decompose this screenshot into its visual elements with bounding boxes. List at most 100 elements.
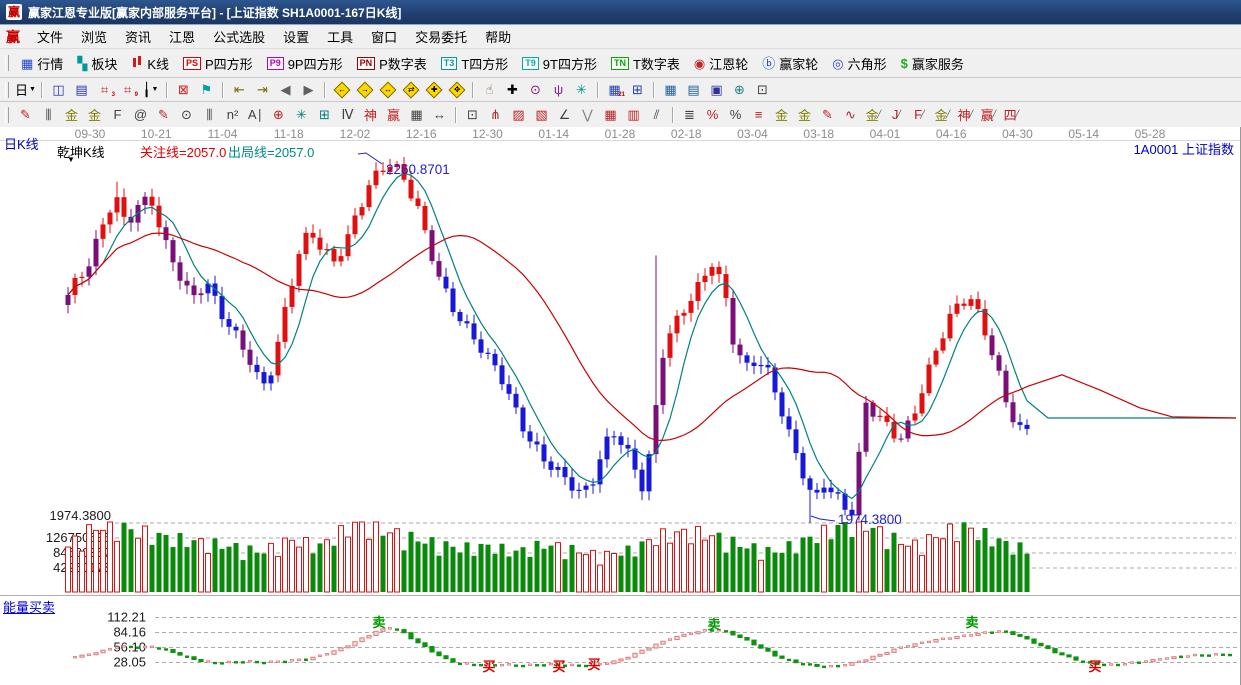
next-bar-button[interactable]: ▶ <box>297 80 320 99</box>
winner-service-button[interactable]: $ 赢家服务 <box>894 52 971 75</box>
drag-hand-button[interactable]: ☝ <box>478 80 501 99</box>
gold-box-tool[interactable]: 金 <box>83 105 106 124</box>
ruler-tool[interactable]: ▦ <box>405 105 428 124</box>
p-square-button[interactable]: PS P四方形 <box>176 52 260 75</box>
nine-line-chart-button[interactable]: ⌗ 9 <box>116 80 139 99</box>
percent-tool[interactable]: % <box>724 105 747 124</box>
wave-mark-tool[interactable]: Ⅳ <box>336 105 359 124</box>
gann-wheel-button[interactable]: ◉ 江恩轮 <box>687 52 755 75</box>
bar-count-tool[interactable]: ⫼ <box>198 105 221 124</box>
t-number-table-button[interactable]: TN T数字表 <box>604 52 687 75</box>
winner-wheel-button[interactable]: ⓑ 赢家轮 <box>755 52 825 75</box>
trend-angle-tool[interactable]: ∠ <box>553 105 576 124</box>
market-quotes-button[interactable]: ▦ 行情 <box>14 52 70 75</box>
ying-angle-tool[interactable]: 赢 ╱ <box>977 105 1000 124</box>
pattern-window-button[interactable]: ◫ <box>47 80 70 99</box>
grid-dense-tool[interactable]: ▥ <box>622 105 645 124</box>
compress-x-button[interactable]: ⇄ <box>399 80 422 99</box>
p-number-table-button[interactable]: PN P数字表 <box>350 52 434 75</box>
gold-ratio-tool[interactable]: 金 <box>60 105 83 124</box>
measure-arrow-tool[interactable]: ↔ <box>428 105 451 124</box>
expand-x-button[interactable]: ↔ <box>376 80 399 99</box>
fan-lines-tool[interactable]: ⋔ <box>484 105 507 124</box>
menu-item-9[interactable]: 帮助 <box>485 30 512 45</box>
ying-tool[interactable]: 赢 <box>382 105 405 124</box>
shift-left-button[interactable]: ← <box>330 80 353 99</box>
expand-all-button[interactable]: ✚ <box>422 80 445 99</box>
indicator-pane[interactable]: 112.21 84.16 56.10 28.05 卖 卖 卖买 买 买 买 <box>0 612 1241 684</box>
gold-circle-tool[interactable]: 金 <box>770 105 793 124</box>
reset-view-button[interactable]: ✥ <box>445 80 468 99</box>
ink-brush-tool[interactable]: ✎ <box>816 105 839 124</box>
smart-tool-button[interactable]: ✳ <box>570 80 593 99</box>
chart-region[interactable]: 09-30 10-21 11-04 11-18 12-02 12-16 12-30 01-14… <box>0 127 1241 685</box>
first-page-button[interactable]: ⇤ <box>228 80 251 99</box>
zoom-tool-button[interactable]: ⊙ <box>524 80 547 99</box>
prev-bar-button[interactable]: ◀ <box>274 80 297 99</box>
wave-curve-tool[interactable]: ∿ <box>839 105 862 124</box>
spiral-tool[interactable]: @ <box>129 105 152 124</box>
menu-item-7[interactable]: 窗口 <box>371 30 398 45</box>
indicator-name[interactable]: 能量买卖 <box>3 600 56 615</box>
three-line-chart-button[interactable]: ⌗ 3 <box>93 80 116 99</box>
grid-red-tool[interactable]: ▦ <box>599 105 622 124</box>
calendar-button[interactable]: ▦ 21 <box>603 80 626 99</box>
rect-select-tool[interactable]: ⊡ <box>461 105 484 124</box>
notes-button[interactable]: ▤ <box>70 80 93 99</box>
square-n-tool[interactable]: n² <box>221 105 244 124</box>
crosshair-button[interactable]: ✚ <box>501 80 524 99</box>
percent-line-tool[interactable]: % <box>701 105 724 124</box>
flag-marker-button[interactable]: ⚑ <box>195 80 218 99</box>
pencil-tool[interactable]: ✎ <box>14 105 37 124</box>
hexagon-button[interactable]: ◎ 六角形 <box>825 52 893 75</box>
shaded-box-tool[interactable]: ▨ <box>507 105 530 124</box>
price-volume-chart[interactable]: 1974.380012675053584500357422501782260.8… <box>0 149 1241 596</box>
kline-type-dropdown-icon[interactable]: ▼ <box>67 155 75 164</box>
print-button[interactable]: ⊡ <box>751 80 774 99</box>
web-button[interactable]: ⊕ <box>728 80 751 99</box>
shift-right-button[interactable]: → <box>353 80 376 99</box>
gold-levels-tool[interactable]: 金 <box>793 105 816 124</box>
stock-pick-button[interactable]: ⊠ <box>172 80 195 99</box>
cycle-clock-tool[interactable]: ⊙ <box>175 105 198 124</box>
gann-lines-tool[interactable]: ⫼ <box>37 105 60 124</box>
menu-item-8[interactable]: 交易委托 <box>415 30 468 45</box>
psy-tool-button[interactable]: ψ <box>547 80 570 99</box>
shen-angle-tool[interactable]: 神 ╱ <box>954 105 977 124</box>
percent-levels-tool[interactable]: ≡ <box>747 105 770 124</box>
kline-button[interactable]: K线 <box>124 52 176 75</box>
kline-type-label[interactable]: 乾坤K线 <box>57 145 105 160</box>
app-menu-icon[interactable]: 赢 <box>6 28 20 45</box>
gold2-angle-tool[interactable]: 金 ╱ <box>931 105 954 124</box>
brush-tool[interactable]: ✎ <box>152 105 175 124</box>
menu-item-6[interactable]: 工具 <box>327 30 354 45</box>
shen-tool[interactable]: 神 <box>359 105 382 124</box>
save-button[interactable]: ▣ <box>705 80 728 99</box>
menu-item-0[interactable]: 文件 <box>37 30 64 45</box>
t-square-button[interactable]: T3 T四方形 <box>434 52 515 75</box>
window-titlebar[interactable]: 赢 赢家江恩专业版[赢家内部服务平台] - [上证指数 SH1A0001-167… <box>0 0 1241 25</box>
menu-item-1[interactable]: 浏览 <box>81 30 108 45</box>
zigzag-tool[interactable]: ⋁ <box>576 105 599 124</box>
candle-style-button[interactable]: ╽ ▼ <box>139 80 162 99</box>
parallel-lines-tool[interactable]: ⫽ <box>645 105 668 124</box>
price-scale-tool[interactable]: ≣ <box>678 105 701 124</box>
menu-item-2[interactable]: 资讯 <box>125 30 152 45</box>
p9-square-button[interactable]: P9 9P四方形 <box>260 52 350 75</box>
spreadsheet-button[interactable]: ▦ <box>659 80 682 99</box>
report-button[interactable]: ▤ <box>682 80 705 99</box>
j-angle-tool[interactable]: J ╱ <box>885 105 908 124</box>
hatch-box-tool[interactable]: ▧ <box>530 105 553 124</box>
boxed-grid-tool[interactable]: ⊞ <box>313 105 336 124</box>
calculator-button[interactable]: ⊞ <box>626 80 649 99</box>
angle-measure-tool[interactable]: A∣ <box>244 105 267 124</box>
gold-angle-tool[interactable]: 金 ╱ <box>862 105 885 124</box>
fibonacci-tool[interactable]: F <box>106 105 129 124</box>
period-day-button[interactable]: 日 ▼ <box>14 80 37 99</box>
web-grid-tool[interactable]: ✳ <box>290 105 313 124</box>
compass-tool[interactable]: ⊕ <box>267 105 290 124</box>
f-angle-tool[interactable]: F ╱ <box>908 105 931 124</box>
menu-item-4[interactable]: 公式选股 <box>213 30 266 45</box>
si-angle-tool[interactable]: 四 ╱ <box>1000 105 1023 124</box>
